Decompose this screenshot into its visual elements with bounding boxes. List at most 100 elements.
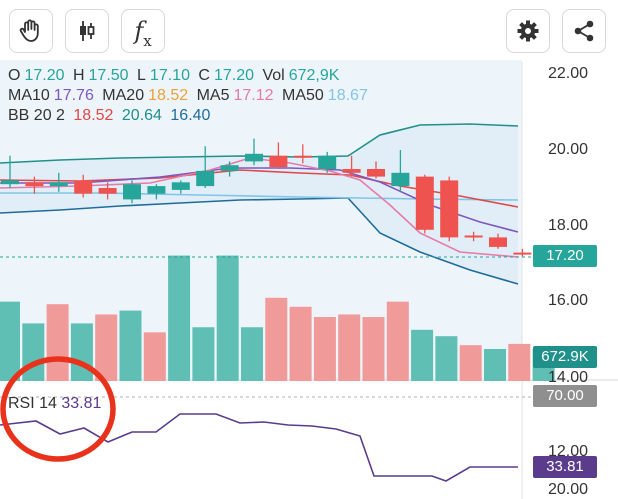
volume-bar [265, 297, 288, 381]
close-label: C [198, 67, 210, 84]
chart-area[interactable]: O 17.20 H 17.50 L 17.10 C 17.20 Vol 672,9K MA… [0, 60, 618, 499]
candle-body [293, 155, 312, 158]
hand-icon [19, 19, 39, 42]
candle-body [98, 188, 117, 194]
high-label: H [72, 67, 85, 84]
toolbar: fx [0, 0, 618, 60]
ma5-value: 17.12 [233, 87, 274, 104]
candle-body [489, 237, 507, 247]
ma10-label: MA10 [8, 87, 50, 104]
volume-value: 672,9K [288, 67, 340, 84]
bollinger-lower-line [0, 197, 519, 285]
rsi-value-badge: 33.81 [533, 456, 597, 478]
volume-bar [119, 310, 142, 381]
candle-body [1, 180, 19, 185]
candle-body [415, 176, 434, 230]
candle-body [49, 182, 68, 187]
candle-body [123, 184, 141, 200]
ma10-value: 17.76 [53, 87, 94, 104]
candle-body [245, 153, 263, 162]
ma20-label: MA20 [102, 87, 145, 104]
volume-bar [484, 349, 506, 381]
ma20-line [0, 169, 519, 208]
volume-bar [143, 332, 166, 381]
rsi-level-badge: 70.00 [533, 385, 597, 407]
candle-body [440, 180, 459, 238]
ohlc-legend: O 17.20 H 17.50 L 17.10 C 17.20 Vol 672,9K [8, 66, 343, 86]
volume-bar [338, 314, 361, 381]
volume-bar [216, 255, 239, 381]
rsi-tick: 20.00 [548, 481, 589, 498]
rsi-label: RSI 14 [8, 395, 57, 412]
bb-lower-value: 16.40 [170, 107, 211, 124]
fx-icon: fx [134, 17, 151, 50]
volume-bar [46, 304, 69, 381]
candle-body [171, 182, 190, 190]
candlestick-icon [80, 21, 95, 41]
bollinger-fill [0, 124, 518, 284]
price-tick: 16.00 [548, 292, 589, 309]
candles [1, 138, 556, 261]
candle-body [269, 155, 288, 168]
candle-body [196, 170, 215, 187]
open-label: O [8, 67, 21, 84]
volume-bar [362, 317, 385, 381]
candle-body [391, 172, 410, 187]
volume-bar [0, 301, 20, 381]
candle-body [464, 235, 483, 238]
close-value: 17.20 [213, 67, 255, 84]
ma50-value: 18.67 [327, 87, 368, 104]
volume-bars [0, 255, 555, 381]
high-value: 17.50 [88, 67, 129, 84]
volume-bar [168, 255, 191, 381]
ma-legend: MA10 17.76 MA20 18.52 MA5 17.12 MA50 18.67 [8, 86, 372, 106]
chart-type-button[interactable] [65, 9, 109, 53]
settings-button[interactable] [506, 9, 550, 53]
price-tick: 18.00 [548, 217, 589, 234]
fx-x: x [143, 32, 152, 50]
hand-tool-button[interactable] [9, 9, 53, 53]
candle-body [342, 169, 361, 173]
bb-label: BB 20 2 [8, 107, 65, 124]
volume-bar [70, 323, 93, 381]
volume-bar [435, 336, 458, 381]
candle-body [74, 180, 93, 194]
volume-bar [22, 323, 45, 381]
price-tick: 20.00 [548, 141, 589, 158]
rsi-value: 33.81 [61, 395, 102, 412]
share-icon [574, 20, 594, 42]
rsi-line [0, 413, 518, 482]
candle-body [513, 252, 532, 255]
low-label: L [137, 67, 146, 84]
volume-bar [459, 345, 482, 381]
candle-body [25, 182, 44, 187]
price-tick: 14.00 [548, 369, 589, 386]
low-value: 17.10 [149, 67, 190, 84]
volume-bar [192, 327, 215, 381]
volume-bar [313, 317, 336, 381]
gear-icon [517, 20, 539, 42]
volume-bar [95, 314, 118, 381]
price-tick: 22.00 [548, 65, 589, 82]
volume-bar [508, 343, 531, 381]
ma5-label: MA5 [196, 87, 230, 104]
volume-bar [411, 329, 434, 381]
candle-body [220, 165, 239, 171]
price-chart [0, 60, 618, 499]
candle-body [318, 155, 337, 169]
ma5-line [0, 157, 519, 258]
volume-badge: 672.9K [533, 346, 597, 368]
indicators-button[interactable]: fx [121, 9, 165, 53]
candle-body [147, 186, 166, 194]
rsi-tick: 12.00 [548, 443, 589, 460]
highlight-circle [0, 356, 116, 462]
bb-mid-value: 20.64 [121, 107, 162, 124]
volume-bar [241, 327, 263, 381]
share-button[interactable] [562, 9, 606, 53]
open-value: 17.20 [24, 67, 65, 84]
volume-bar [289, 306, 312, 381]
ma50-label: MA50 [282, 87, 324, 104]
bb-upper-value: 18.52 [73, 107, 114, 124]
ma20-value: 18.52 [148, 87, 189, 104]
candle-body [367, 169, 385, 177]
